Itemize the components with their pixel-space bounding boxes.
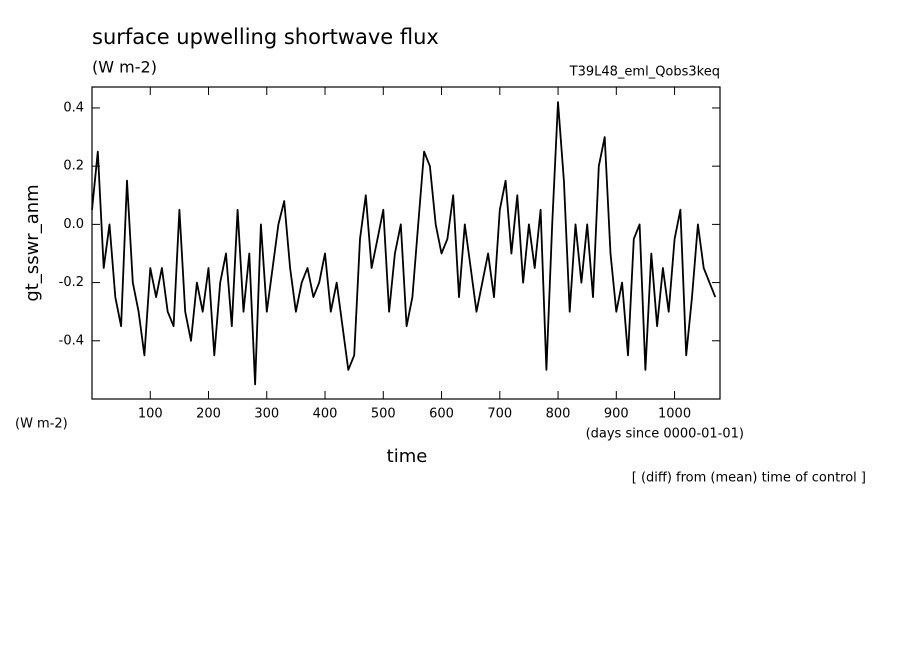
x-tick-label: 700 <box>487 407 512 422</box>
y-tick-label: 0.2 <box>63 159 84 174</box>
x-tick-label: 400 <box>313 407 338 422</box>
x-tick-label: 300 <box>254 407 279 422</box>
chart-title: surface upwelling shortwave flux <box>92 25 439 49</box>
y-tick-label: -0.4 <box>59 333 84 348</box>
x-tick-label: 600 <box>429 407 454 422</box>
y-tick-label: -0.2 <box>59 275 84 290</box>
x-tick-label: 900 <box>604 407 629 422</box>
y-units: (W m-2) <box>15 417 68 432</box>
x-tick-label: 800 <box>546 407 571 422</box>
data-line <box>91 101 717 386</box>
plot-frame <box>91 86 721 400</box>
x-tick-label: 1000 <box>658 407 691 422</box>
y-tick-label: 0.0 <box>63 217 84 232</box>
run-label: T39L48_eml_Qobs3keq <box>569 65 720 80</box>
x-tick-label: 200 <box>196 407 221 422</box>
y-tick-label: 0.4 <box>63 100 84 115</box>
x-units: (days since 0000-01-01) <box>586 427 744 442</box>
annotation: [ (diff) from (mean) time of control ] <box>632 471 866 486</box>
x-tick-label: 500 <box>371 407 396 422</box>
chart-subtitle: (W m-2) <box>92 58 157 77</box>
x-tick-label: 100 <box>138 407 163 422</box>
x-axis-label: time <box>387 446 428 467</box>
y-axis-label: gt_sswr_anm <box>22 184 43 301</box>
